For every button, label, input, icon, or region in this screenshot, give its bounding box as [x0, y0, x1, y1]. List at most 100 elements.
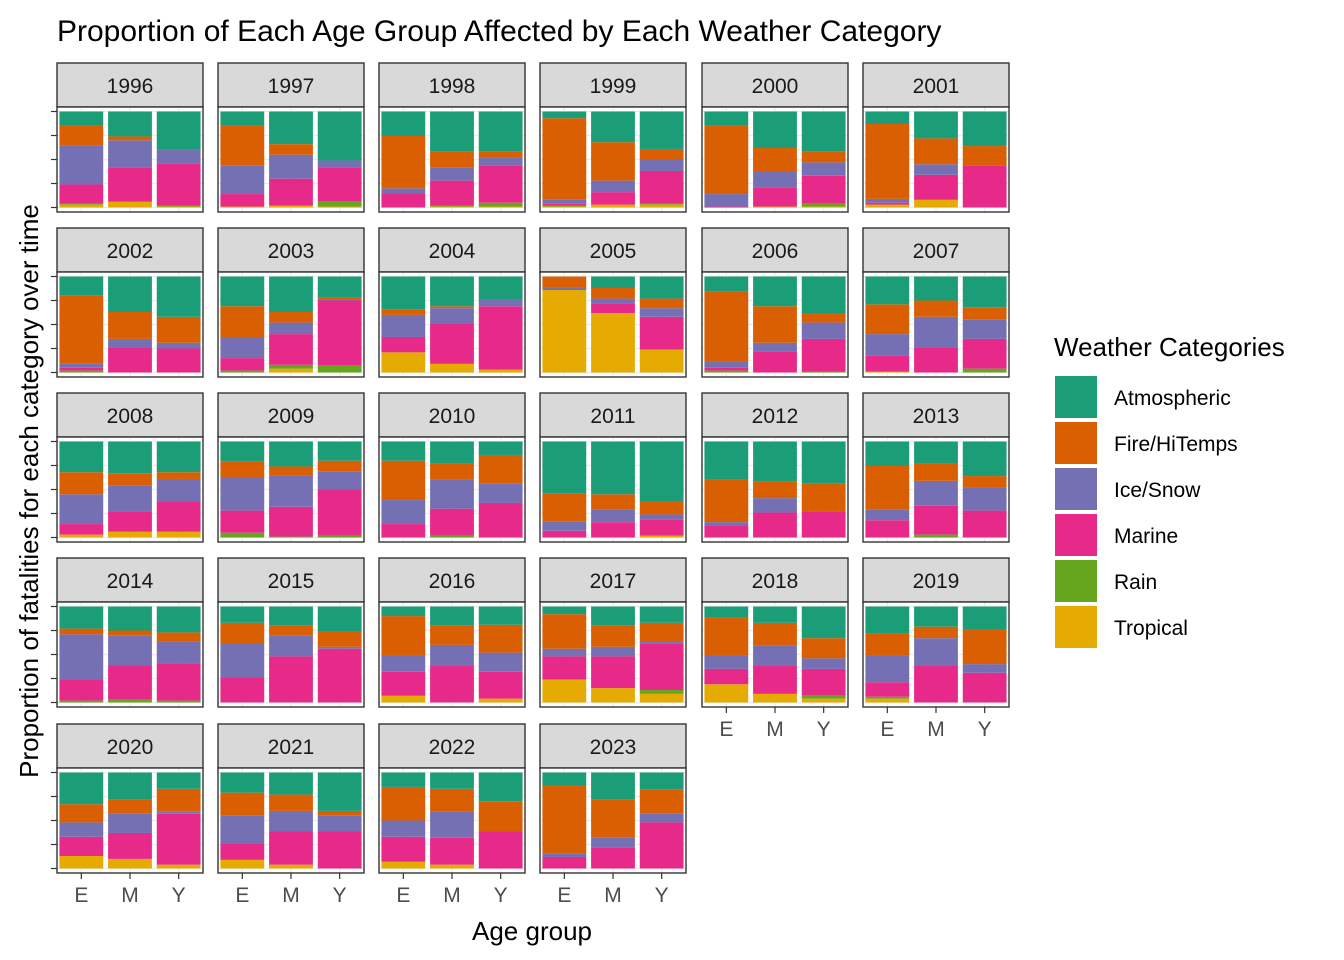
panel-2003: 2003 — [217, 227, 365, 378]
bar-segment-fire-hitemps — [269, 312, 313, 323]
bar-segment-fire-hitemps — [753, 622, 797, 646]
bar-segment-marine — [962, 672, 1007, 703]
bar-segment-tropical — [865, 371, 910, 373]
facet-strip-label: 2006 — [752, 240, 799, 263]
bar-segment-rain — [269, 364, 313, 369]
bar-segment-marine — [156, 501, 201, 532]
bar-segment-ice-snow — [865, 198, 910, 203]
facet-strip-label: 2013 — [913, 405, 960, 428]
bar-segment-fire-hitemps — [108, 312, 152, 339]
bar-segment-marine — [542, 656, 587, 680]
bar-segment-atmospheric — [381, 441, 426, 461]
legend-label: Fire/HiTemps — [1114, 433, 1238, 456]
bar-segment-atmospheric — [430, 276, 474, 307]
facet-strip-label: 1998 — [429, 75, 476, 98]
bar-segment-marine — [430, 323, 474, 364]
legend-key — [1055, 514, 1097, 556]
bar-segment-ice-snow — [156, 811, 201, 814]
legend: Weather Categories Atmospheric Fire/HiTem… — [1054, 332, 1285, 648]
facet-strip — [539, 227, 687, 273]
bar-segment-fire-hitemps — [914, 138, 958, 165]
facet-strip — [56, 723, 204, 769]
bar-segment-ice-snow — [914, 164, 958, 175]
bar-segment-fire-hitemps — [704, 291, 749, 362]
bar-segment-ice-snow — [542, 199, 587, 204]
bar-segment-fire-hitemps — [591, 799, 635, 838]
bar-segment-fire-hitemps — [59, 295, 104, 364]
bar-segment-fire-hitemps — [591, 625, 635, 647]
panel-2021: 2021 E M Y — [217, 723, 365, 907]
x-tick-label: E — [880, 718, 894, 741]
bar-segment-atmospheric — [108, 111, 152, 137]
panel-border — [378, 601, 526, 708]
facet-strip-label: 2001 — [913, 75, 960, 98]
legend-key — [1055, 422, 1097, 464]
facet-strip — [217, 723, 365, 769]
bar-segment-ice-snow — [542, 853, 587, 857]
bar-segment-fire-hitemps — [801, 151, 846, 163]
legend-label: Ice/Snow — [1114, 479, 1201, 502]
panel-2011: 2011 — [539, 392, 687, 543]
facet-strip — [378, 723, 526, 769]
bar-segment-ice-snow — [220, 477, 265, 511]
bar-segment-marine — [59, 184, 104, 204]
bar-segment-marine — [704, 525, 749, 538]
panel-border — [378, 436, 526, 543]
chart-title: Proportion of Each Age Group Affected by… — [57, 15, 941, 48]
panel-2014: 2014 — [51, 557, 204, 708]
bar-segment-ice-snow — [914, 480, 958, 506]
bar-segment-tropical — [269, 368, 313, 373]
bar-segment-ice-snow — [962, 319, 1007, 339]
bar-segment-ice-snow — [704, 361, 749, 368]
bar-segment-fire-hitemps — [317, 810, 362, 816]
panel-2018: 2018 E M Y — [701, 557, 849, 741]
bar-segment-ice-snow — [753, 342, 797, 352]
bar-segment-rain — [801, 371, 846, 373]
bar-segment-tropical — [220, 206, 265, 208]
bar-segment-fire-hitemps — [269, 144, 313, 155]
bar-segment-ice-snow — [639, 308, 684, 317]
bar-segment-fire-hitemps — [591, 142, 635, 181]
bar-segment-rain — [639, 690, 684, 694]
panel-border — [539, 601, 687, 708]
panel-border — [701, 271, 849, 378]
x-tick-label: Y — [978, 718, 992, 741]
bar-segment-rain — [639, 203, 684, 205]
bar-segment-tropical — [801, 206, 846, 208]
bar-segment-atmospheric — [704, 606, 749, 618]
bar-segment-atmospheric — [381, 111, 426, 136]
x-tick-label: E — [557, 884, 571, 907]
bar-segment-marine — [753, 666, 797, 694]
bar-segment-fire-hitemps — [801, 313, 846, 323]
bar-segment-ice-snow — [220, 642, 265, 678]
bar-segment-fire-hitemps — [108, 473, 152, 486]
facet-strip — [701, 557, 849, 603]
facet-strip-label: 2017 — [590, 570, 637, 593]
bar-segment-marine — [108, 511, 152, 532]
bar-segment-atmospheric — [962, 111, 1007, 147]
legend-item: Marine — [1055, 514, 1178, 556]
panel-border — [862, 106, 1010, 213]
facet-strip-label: 2014 — [107, 570, 154, 593]
bar-segment-atmospheric — [753, 441, 797, 482]
bar-segment-tropical — [381, 861, 426, 869]
panel-2009: 2009 — [217, 392, 365, 543]
facet-strip-label: 2008 — [107, 405, 154, 428]
bar-segment-atmospheric — [220, 111, 265, 126]
facet-strip-label: 2002 — [107, 240, 154, 263]
bar-segment-atmospheric — [269, 606, 313, 626]
bar-segment-fire-hitemps — [639, 789, 684, 814]
legend-label: Marine — [1114, 525, 1178, 548]
bar-segment-ice-snow — [865, 334, 910, 356]
bar-segment-ice-snow — [317, 471, 362, 490]
bar-segment-atmospheric — [801, 441, 846, 484]
bar-segment-atmospheric — [801, 276, 846, 314]
bar-segment-fire-hitemps — [317, 460, 362, 472]
bar-segment-marine — [478, 306, 523, 370]
bar-segment-ice-snow — [591, 646, 635, 657]
bar-segment-rain — [801, 203, 846, 207]
panel-2015: 2015 — [217, 557, 365, 708]
bar-segment-atmospheric — [478, 441, 523, 455]
bar-segment-fire-hitemps — [108, 136, 152, 141]
bar-segment-marine — [542, 288, 587, 290]
